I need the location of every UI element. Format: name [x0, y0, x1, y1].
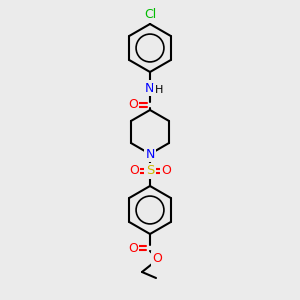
- Text: Cl: Cl: [144, 8, 156, 22]
- Text: O: O: [129, 164, 139, 178]
- Text: O: O: [128, 242, 138, 254]
- Text: H: H: [155, 85, 163, 95]
- Text: O: O: [161, 164, 171, 178]
- Text: S: S: [146, 164, 154, 178]
- Text: O: O: [128, 98, 138, 112]
- Text: N: N: [144, 82, 154, 94]
- Text: N: N: [145, 148, 155, 160]
- Text: O: O: [152, 253, 162, 266]
